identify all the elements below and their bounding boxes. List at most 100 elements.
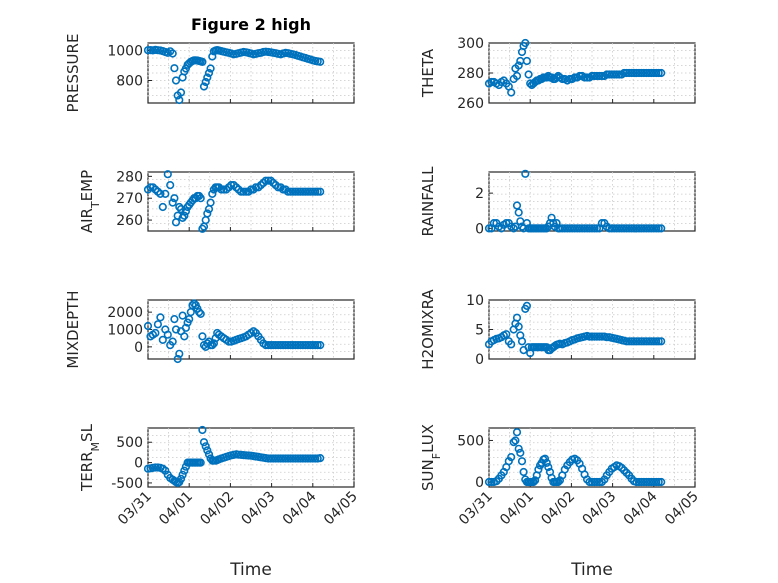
data-point <box>558 74 567 84</box>
data-point <box>587 477 597 487</box>
data-point <box>196 194 205 203</box>
data-point <box>296 187 305 196</box>
data-point <box>517 337 527 346</box>
y-axis-label: H2OMIXRA <box>419 289 437 370</box>
data-point <box>610 70 619 79</box>
data-point <box>524 70 533 79</box>
grid-lines <box>147 172 355 231</box>
data-point <box>622 68 631 78</box>
data-point <box>173 354 182 364</box>
y-tick-label: 5 <box>475 323 484 339</box>
data-point <box>279 454 288 463</box>
data-point <box>624 337 634 346</box>
data-point <box>647 337 656 346</box>
data-point <box>575 71 584 81</box>
data-point <box>264 341 273 350</box>
data-point <box>560 224 569 233</box>
x-tick-label: 04/04 <box>621 488 661 528</box>
data-point <box>261 341 270 350</box>
data-point <box>570 73 579 82</box>
data-point <box>558 224 567 233</box>
data-point <box>512 71 522 81</box>
data-point <box>279 341 288 350</box>
data-point <box>151 463 160 472</box>
data-series <box>484 301 666 358</box>
x-axis-label: Time <box>570 560 613 580</box>
data-point <box>514 322 523 331</box>
data-point <box>171 325 181 334</box>
data-point <box>269 454 278 463</box>
data-point <box>654 477 663 487</box>
x-tick-label: 04/02 <box>538 489 578 529</box>
data-point <box>516 448 525 458</box>
data-point <box>199 82 209 91</box>
data-point <box>632 337 641 346</box>
data-point <box>175 95 184 105</box>
grid-lines <box>488 428 696 487</box>
figure-title: Figure 2 high <box>191 15 311 34</box>
data-point <box>306 341 315 350</box>
data-point <box>602 333 611 342</box>
x-tick-label: 04/04 <box>280 488 320 528</box>
data-point <box>204 68 214 78</box>
data-point <box>592 477 602 487</box>
data-point <box>629 68 639 78</box>
data-point <box>637 477 646 487</box>
data-point <box>180 466 189 475</box>
data-point <box>597 332 607 341</box>
data-point <box>575 224 584 233</box>
data-point <box>203 209 212 218</box>
data-point <box>168 49 177 58</box>
data-point <box>509 224 518 233</box>
data-point <box>540 454 550 463</box>
data-point <box>196 309 205 319</box>
data-point <box>605 224 614 233</box>
data-point <box>597 71 607 81</box>
data-point <box>602 70 611 79</box>
data-point <box>166 181 175 190</box>
data-series <box>143 170 325 233</box>
y-tick-label: 270 <box>116 191 143 207</box>
data-point <box>521 169 530 178</box>
data-point <box>198 57 207 67</box>
data-point <box>264 454 273 463</box>
data-point <box>657 68 666 78</box>
grid-lines <box>147 428 355 487</box>
y-axis-label: PRESSURE <box>64 34 82 113</box>
data-point <box>629 224 639 233</box>
data-point <box>313 341 322 350</box>
data-point <box>587 71 597 81</box>
data-point <box>296 341 305 350</box>
data-point <box>204 450 214 459</box>
y-tick-label: 0 <box>134 340 143 356</box>
data-point <box>217 185 226 194</box>
data-point <box>209 339 218 348</box>
data-series <box>484 38 666 97</box>
subplot-air-temp: 260 270 280 AIRTEMP <box>78 169 355 233</box>
data-point <box>176 88 186 97</box>
y-axis-label: SUNFLUX <box>419 424 443 491</box>
x-tick-label: 04/01 <box>497 489 537 529</box>
data-point <box>521 38 530 48</box>
data-point <box>170 194 179 203</box>
data-point <box>502 330 511 339</box>
data-point <box>654 224 663 233</box>
data-series <box>143 425 325 488</box>
data-series <box>143 299 325 364</box>
data-point <box>649 68 658 78</box>
data-point <box>163 170 172 179</box>
data-point <box>514 61 523 70</box>
data-point <box>624 224 634 233</box>
y-tick-label: 10 <box>466 293 484 309</box>
data-point <box>522 56 532 66</box>
data-point <box>507 340 516 349</box>
y-tick-label: 0 <box>475 221 484 237</box>
data-point <box>175 349 184 358</box>
y-tick-label: -500 <box>111 476 143 492</box>
axes-box <box>488 42 696 104</box>
data-point <box>201 77 210 87</box>
data-point <box>208 52 217 61</box>
data-point <box>143 321 153 331</box>
data-point <box>657 337 666 346</box>
